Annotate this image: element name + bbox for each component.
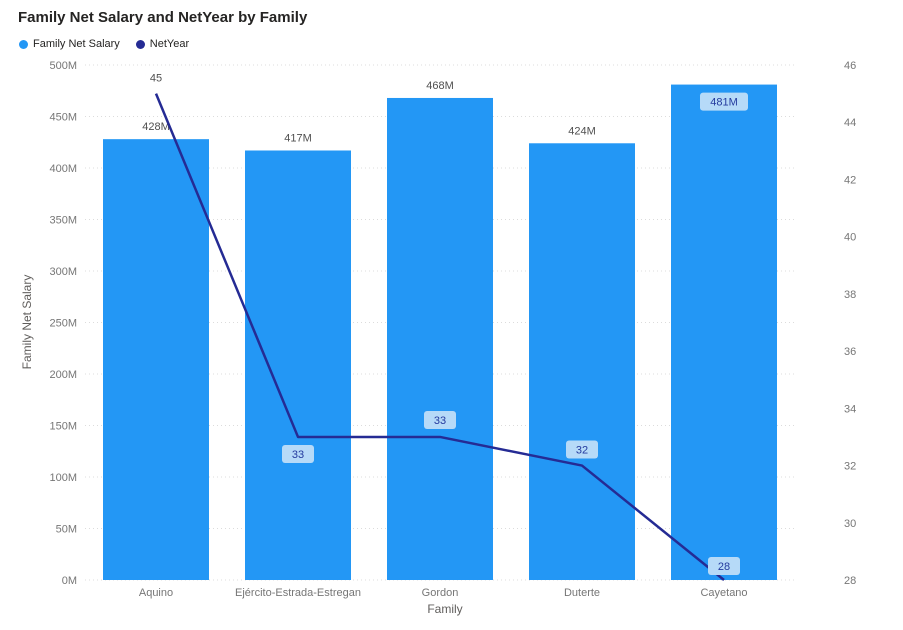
y-axis-title: Family Net Salary [20,274,34,370]
left-axis-tick: 350M [49,215,77,227]
bar-duterte[interactable] [529,143,635,580]
bar-gordon[interactable] [387,97,493,581]
line-label-box [566,440,598,459]
x-axis-title: Family [427,602,463,616]
right-axis-tick: 40 [844,232,856,244]
right-axis-tick: 30 [844,518,856,530]
right-axis-tick: 46 [844,60,856,72]
left-axis-tick: 50M [56,524,77,536]
line-label: 28 [718,561,730,573]
bar-label-box [700,92,748,111]
line-label: 45 [150,73,162,85]
left-axis-tick: 150M [49,421,77,433]
x-axis-label-duterte: Duterte [564,587,600,599]
right-axis-tick: 34 [844,403,856,415]
legend-item-netyear[interactable]: NetYear [135,38,190,50]
line-label-box [424,410,456,429]
chart-title: Family Net Salary and NetYear by Family [18,9,308,26]
line-label-box [282,444,314,463]
bar-label: 428M [142,121,170,133]
right-axis-tick: 32 [844,461,856,473]
line-label: 33 [434,415,446,427]
left-axis-tick: 450M [49,112,77,124]
x-axis-label-aquino: Aquino [139,587,173,599]
right-axis-tick: 42 [844,174,856,186]
left-axis-tick: 200M [49,369,77,381]
x-axis-label-gordon: Gordon [422,587,459,599]
netyear-line[interactable] [154,93,725,581]
bar-label: 481M [710,97,738,109]
legend: Family Net Salary NetYear [19,38,189,50]
legend-dot [135,39,145,49]
right-axis-tick: 36 [844,346,856,358]
left-axis-tick: 400M [49,163,77,175]
right-axis-tick: 28 [844,575,856,587]
bar-label: 424M [568,125,596,137]
left-axis-tick: 300M [49,266,77,278]
bar-label: 417M [284,132,312,144]
bar-label: 468M [426,80,454,92]
x-axis-label-ej-rcito-estrada-estregan: Ejército-Estrada-Estregan [235,587,361,599]
line-label: 33 [292,449,304,461]
right-axis-tick: 38 [844,289,856,301]
left-axis-tick: 0M [62,575,77,587]
legend-dot [19,39,28,49]
line-label: 32 [576,445,588,457]
bar-ej-rcito-estrada-estregan[interactable] [245,150,351,581]
right-axis-tick: 44 [844,117,856,129]
line-label-box [708,557,740,575]
legend-item-family-net-salary[interactable]: Family Net Salary [19,38,120,50]
legend-label: NetYear [149,38,190,50]
legend-label: Family Net Salary [33,38,120,50]
bar-cayetano[interactable] [671,84,777,580]
left-axis-tick: 500M [49,60,77,72]
x-axis-label-cayetano: Cayetano [700,587,747,599]
left-axis-tick: 250M [49,318,77,330]
left-axis-tick: 100M [49,472,77,484]
bar-aquino[interactable] [103,139,209,580]
